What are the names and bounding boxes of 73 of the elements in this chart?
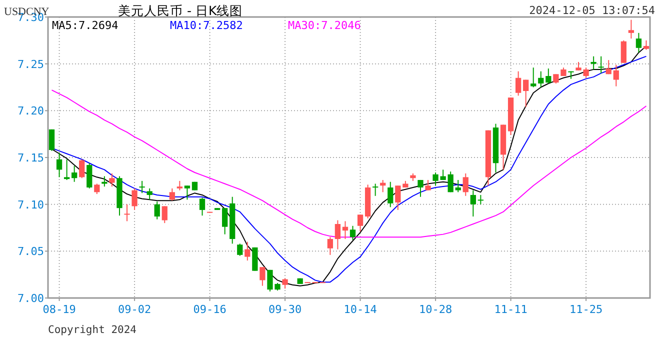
y-tick-label: 7.20 [18, 104, 44, 118]
candlestick [598, 56, 604, 74]
candlestick [538, 70, 544, 88]
candlestick [86, 162, 92, 189]
candlestick [372, 183, 378, 196]
candlestick [628, 19, 634, 40]
candlestick [132, 188, 138, 210]
candlestick [146, 188, 152, 200]
candlestick [613, 64, 619, 87]
candlestick [470, 190, 476, 218]
x-tick-label: 11-11 [494, 303, 528, 316]
x-tick-label: 09-16 [193, 303, 226, 316]
candlestick [154, 201, 160, 220]
candlestick [357, 214, 364, 232]
line-series [51, 90, 647, 238]
candlestick [260, 266, 266, 286]
y-tick-label: 7.00 [18, 292, 44, 305]
candlestick [282, 278, 288, 290]
x-tick-label: 11-25 [569, 303, 603, 316]
x-tick-label: 10-14 [344, 303, 378, 316]
x-tick-label: 09-02 [118, 303, 152, 316]
candlestick [388, 181, 394, 208]
candlestick [169, 188, 175, 202]
candlestick [334, 220, 341, 250]
candlestick [620, 40, 626, 64]
candlestick [139, 180, 145, 194]
candlestick [590, 56, 596, 70]
y-tick-label: 7.25 [18, 58, 44, 71]
text: 2024-12-05 13:07:54 [529, 4, 656, 17]
candlestick [237, 243, 243, 256]
candlestick [530, 67, 536, 88]
text: MA10:7.2582 [170, 19, 243, 32]
candlestick [124, 204, 130, 222]
text: Copyright 2024 [48, 324, 137, 336]
candlestick [162, 206, 168, 224]
candlestick [395, 185, 401, 210]
candlestick [462, 172, 468, 196]
x-tick-label: 09-30 [268, 303, 302, 316]
candlestick [48, 128, 55, 152]
candlestick [515, 70, 522, 96]
candlestick [72, 165, 78, 182]
candlestick [523, 79, 529, 108]
candlestick [252, 246, 258, 272]
y-tick-label: 7.15 [18, 152, 44, 164]
candlestick [56, 152, 62, 178]
candlestick [455, 179, 461, 193]
y-tick-label: 7.10 [18, 198, 44, 212]
candlestick [643, 40, 650, 50]
candlestick [94, 183, 100, 195]
text: MA5:7.2694 [52, 19, 119, 32]
candlestick [418, 179, 424, 198]
x-tick-label: 10-28 [418, 303, 452, 316]
candlestick [199, 197, 206, 216]
candlestick [109, 172, 115, 188]
text: MA30:7.2046 [288, 19, 361, 32]
candlestick [222, 208, 228, 235]
candlestick [244, 241, 250, 262]
candlestick [636, 32, 642, 54]
candlestick [606, 60, 612, 75]
candlestick [79, 158, 85, 179]
candlestick [64, 158, 70, 180]
chart-title: 美元人民币 - 日K线图 [118, 3, 243, 18]
candlestick [448, 171, 454, 193]
candlestick [327, 236, 334, 256]
candlestick [425, 179, 431, 191]
candlestick [184, 185, 190, 200]
candlestick [176, 180, 183, 191]
candlestick [478, 194, 484, 205]
candlestick [350, 225, 356, 240]
candlestick [342, 220, 348, 240]
x-tick-label: 08-19 [42, 303, 76, 316]
candlestick [546, 68, 552, 84]
y-tick-label: 7.05 [18, 245, 44, 258]
